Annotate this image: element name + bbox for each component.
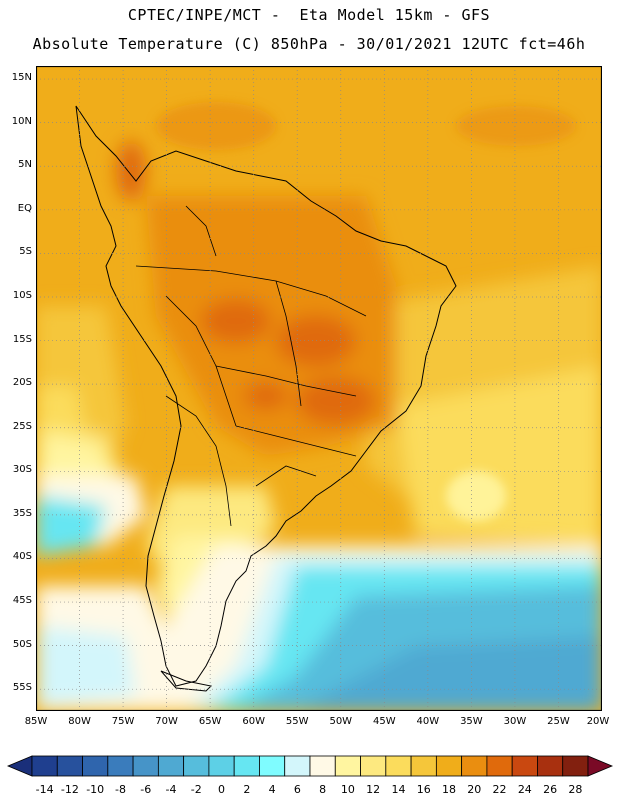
colorbar-label: 10 <box>340 783 355 796</box>
lat-label: EQ <box>17 202 32 214</box>
lon-label: 60W <box>242 716 265 727</box>
colorbar-swatch <box>410 755 437 777</box>
lat-label: 15S <box>12 333 32 345</box>
lat-label: 50S <box>12 638 32 650</box>
colorbar-swatch <box>537 755 564 777</box>
colorbar-under-arrow <box>6 755 33 777</box>
lon-label: 20W <box>586 716 610 727</box>
colorbar-swatch <box>208 755 235 777</box>
lon-label: 55W <box>285 716 309 727</box>
colorbar-label: 4 <box>268 783 276 796</box>
colorbar-swatch <box>511 755 538 777</box>
colorbar-swatch <box>56 755 83 777</box>
colorbar-swatch <box>82 755 109 777</box>
colorbar-label: 8 <box>319 783 327 796</box>
lon-label: 80W <box>68 716 91 727</box>
colorbar-swatch <box>562 755 589 777</box>
lon-label: 50W <box>329 716 353 727</box>
colorbar-label: -12 <box>60 783 79 796</box>
map-title-line2: Absolute Temperature (C) 850hPa - 30/01/… <box>32 35 586 53</box>
colorbar-label: 16 <box>416 783 431 796</box>
colorbar-swatch <box>385 755 412 777</box>
lon-label: 25W <box>547 716 570 727</box>
colorbar-swatch <box>107 755 134 777</box>
colorbar-label: 12 <box>366 783 381 796</box>
colorbar-label: 0 <box>218 783 226 796</box>
colorbar-swatch <box>132 755 159 777</box>
lat-label: 10N <box>11 115 32 127</box>
lat-label: 55S <box>12 682 32 694</box>
lat-label: 35S <box>12 507 32 519</box>
colorbar-swatch <box>233 755 260 777</box>
lat-label: 5N <box>18 159 32 171</box>
lat-label: 45S <box>12 595 32 607</box>
colorbar-swatch <box>259 755 286 777</box>
lon-label: 35W <box>460 716 483 727</box>
temperature-map <box>36 66 602 711</box>
colorbar-label: -14 <box>35 783 54 796</box>
colorbar-label: 2 <box>243 783 251 796</box>
colorbar-label: 18 <box>442 783 456 796</box>
colorbar-label: 22 <box>492 783 507 796</box>
colorbar-label: 14 <box>391 783 406 796</box>
colorbar-swatch <box>435 755 463 777</box>
colorbar-label: 26 <box>543 783 558 796</box>
colorbar-swatch <box>31 755 58 777</box>
colorbar <box>6 755 614 777</box>
colorbar-label: -8 <box>114 783 126 796</box>
colorbar-label: 24 <box>517 783 532 796</box>
colorbar-label: -2 <box>190 783 202 796</box>
colorbar-swatch <box>183 755 210 777</box>
colorbar-label: -10 <box>86 783 105 796</box>
colorbar-swatch <box>157 755 185 777</box>
lat-label: 40S <box>12 551 32 563</box>
colorbar-swatch <box>486 755 513 777</box>
lon-label: 85W <box>24 716 48 727</box>
colorbar-label: 28 <box>568 783 583 796</box>
colorbar-label: -6 <box>140 783 152 796</box>
lat-label: 30S <box>12 464 32 476</box>
map-border <box>36 66 602 711</box>
lat-label: 15N <box>11 72 32 84</box>
colorbar-swatch <box>360 755 387 777</box>
coastline <box>75 105 457 687</box>
colorbar-label: -4 <box>165 783 177 796</box>
colorbar-label: 6 <box>293 783 301 796</box>
colorbar-over-arrow <box>587 755 614 777</box>
lon-label: 65W <box>198 716 222 727</box>
lon-label: 40W <box>416 716 440 727</box>
lon-label: 30W <box>503 716 527 727</box>
lat-label: 25S <box>12 420 32 432</box>
colorbar-swatch <box>334 755 361 777</box>
colorbar-swatch <box>309 755 336 777</box>
lon-label: 45W <box>372 716 396 727</box>
lat-label: 20S <box>12 377 32 389</box>
colorbar-swatch <box>284 755 311 777</box>
map-title-line1: CPTEC/INPE/MCT - Eta Model 15km - GFS <box>127 6 491 24</box>
lat-label: 10S <box>12 289 32 301</box>
lat-label: 5S <box>19 246 32 258</box>
colorbar-label: 20 <box>467 783 482 796</box>
lon-label: 70W <box>155 716 178 727</box>
lon-label: 75W <box>111 716 135 727</box>
colorbar-swatch <box>461 755 488 777</box>
